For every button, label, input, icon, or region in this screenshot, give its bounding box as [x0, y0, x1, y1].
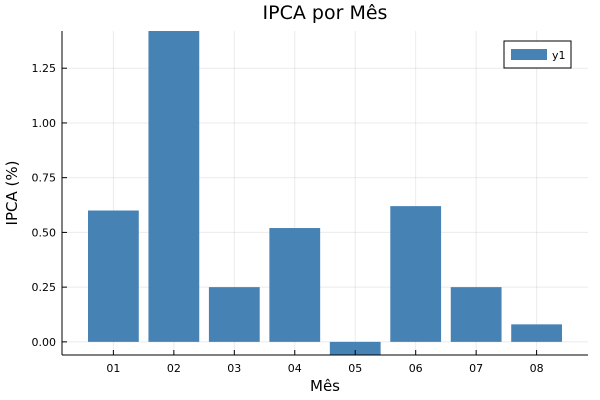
x-ticks: 01 02 03 04 05 06 07 08: [106, 350, 544, 375]
y-axis-label: IPCA (%): [3, 161, 21, 226]
y-tick-label: 0.25: [32, 281, 57, 294]
y-ticks: 0.00 0.25 0.50 0.75 1.00 1.25: [32, 62, 67, 349]
bar-08: [511, 324, 563, 342]
x-tick-label: 01: [106, 362, 120, 375]
grid: [62, 31, 588, 355]
x-tick-label: 06: [409, 362, 423, 375]
bar-03: [208, 287, 260, 342]
y-tick-label: 0.50: [32, 226, 57, 239]
bars: [87, 31, 563, 355]
bar-07: [450, 287, 502, 342]
x-tick-label: 05: [348, 362, 362, 375]
y-tick-label: 0.00: [32, 336, 57, 349]
x-tick-label: 07: [469, 362, 483, 375]
x-tick-label: 04: [288, 362, 302, 375]
x-axis-label: Mês: [310, 377, 340, 395]
legend-swatch: [511, 49, 547, 60]
x-tick-label: 03: [227, 362, 241, 375]
legend: y1: [503, 40, 572, 69]
y-tick-label: 0.75: [32, 172, 57, 185]
bar-01: [87, 210, 139, 342]
legend-label: y1: [552, 49, 566, 62]
y-tick-label: 1.00: [32, 117, 57, 130]
bar-06: [390, 206, 442, 342]
bar-02: [148, 31, 200, 342]
chart-title: IPCA por Mês: [263, 2, 388, 24]
bar-05: [329, 341, 381, 355]
bar-04: [269, 228, 321, 342]
y-tick-label: 1.25: [32, 62, 57, 75]
axes: [61, 31, 588, 356]
x-tick-label: 02: [167, 362, 181, 375]
x-tick-label: 08: [530, 362, 544, 375]
